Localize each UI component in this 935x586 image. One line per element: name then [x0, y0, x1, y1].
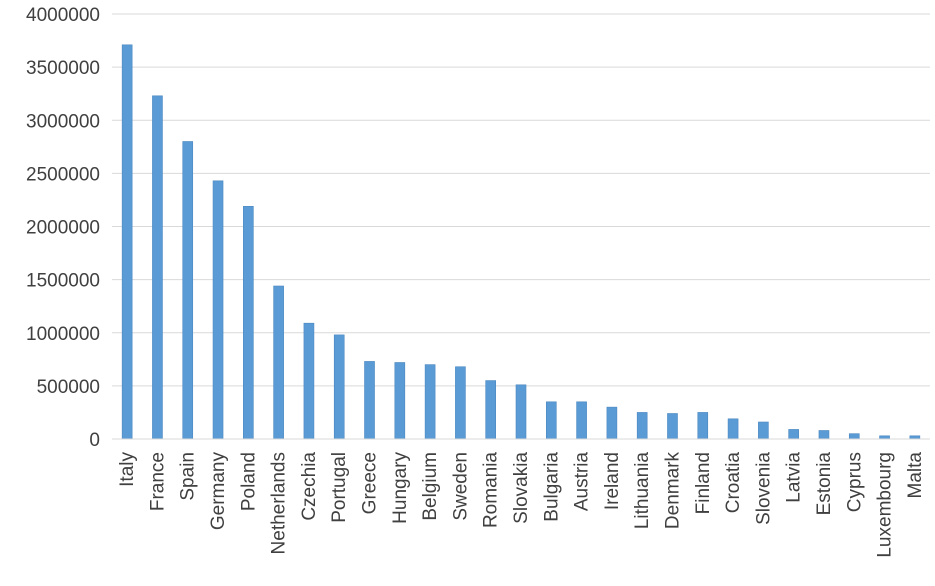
- x-tick-label: Sweden: [450, 452, 471, 521]
- bar-italy: [121, 44, 133, 440]
- bar-slovakia: [515, 384, 527, 440]
- bar-estonia: [818, 430, 830, 440]
- bar-france: [152, 95, 163, 440]
- bar-greece: [364, 361, 375, 440]
- bar-romania: [485, 380, 497, 440]
- y-tick-label: 500000: [37, 377, 100, 398]
- bar-belgium: [424, 364, 436, 440]
- x-tick-label: Greece: [360, 452, 381, 514]
- y-tick-label: 3500000: [26, 58, 100, 79]
- bar-portugal: [333, 334, 345, 440]
- x-tick-label: Austria: [572, 452, 593, 512]
- bar-bulgaria: [545, 401, 557, 440]
- x-tick-label: Belgium: [420, 452, 441, 521]
- bar-sweden: [455, 366, 466, 440]
- x-tick-label: Italy: [117, 452, 138, 487]
- bar-slovenia: [758, 421, 769, 440]
- x-axis-tick-labels: Italy France Spain Germany Poland Netherlands…: [117, 452, 926, 558]
- bar-germany: [212, 180, 224, 440]
- x-tick-label: Luxembourg: [875, 452, 896, 558]
- x-tick-label: Slovenia: [753, 452, 774, 525]
- bar-cyprus: [848, 433, 860, 440]
- x-tick-label: Romania: [481, 452, 502, 528]
- x-tick-label: Denmark: [662, 452, 683, 530]
- y-tick-label: 3000000: [26, 111, 100, 132]
- x-tick-label: Czechia: [299, 452, 320, 521]
- x-tick-label: Slovakia: [511, 452, 532, 524]
- bars: [121, 44, 921, 440]
- x-tick-label: Bulgaria: [541, 452, 562, 522]
- bar-spain: [182, 141, 194, 440]
- x-tick-label: Croatia: [723, 452, 744, 514]
- x-tick-label: Ireland: [602, 452, 623, 510]
- y-tick-label: 1000000: [26, 324, 100, 345]
- y-tick-label: 1500000: [26, 271, 100, 292]
- gridlines: [112, 13, 930, 387]
- bar-finland: [697, 412, 709, 440]
- bar-hungary: [394, 362, 406, 440]
- bar-netherlands: [273, 285, 284, 440]
- y-tick-label: 0: [89, 430, 100, 451]
- bar-croatia: [727, 418, 739, 440]
- y-axis-tick-labels: 0 500000 1000000 1500000 2000000 2500000 30000…: [26, 5, 100, 451]
- bar-austria: [576, 401, 587, 440]
- x-tick-label: Spain: [178, 452, 199, 501]
- x-tick-label: Hungary: [390, 452, 411, 524]
- x-tick-label: Poland: [238, 452, 259, 511]
- bar-czechia: [303, 322, 315, 440]
- x-tick-label: Netherlands: [269, 452, 290, 554]
- x-tick-label: Estonia: [814, 452, 835, 516]
- x-tick-label: Germany: [208, 452, 229, 531]
- bar-denmark: [667, 413, 678, 440]
- x-tick-label: Lithuania: [632, 452, 653, 530]
- x-tick-label: Cyprus: [844, 452, 865, 512]
- bar-ireland: [606, 406, 618, 440]
- x-tick-label: France: [147, 452, 168, 511]
- x-tick-label: Latvia: [784, 452, 805, 503]
- bar-latvia: [788, 429, 799, 440]
- bar-poland: [243, 206, 254, 440]
- bar-lithuania: [636, 412, 648, 440]
- x-tick-label: Portugal: [329, 452, 350, 523]
- x-tick-label: Malta: [905, 452, 926, 499]
- y-tick-label: 2500000: [26, 164, 100, 185]
- x-tick-label: Finland: [693, 452, 714, 514]
- y-tick-label: 2000000: [26, 218, 100, 239]
- y-tick-label: 4000000: [26, 5, 100, 26]
